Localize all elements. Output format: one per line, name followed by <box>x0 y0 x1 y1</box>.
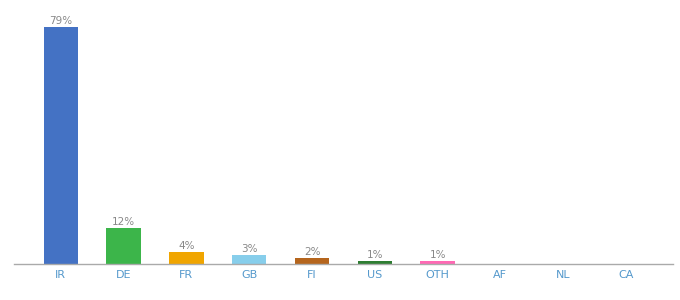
Text: 79%: 79% <box>49 16 72 26</box>
Text: 4%: 4% <box>178 241 194 251</box>
Text: 2%: 2% <box>304 247 320 257</box>
Bar <box>106 228 141 264</box>
Bar <box>44 27 78 264</box>
Bar <box>232 255 267 264</box>
Bar <box>358 261 392 264</box>
Text: 1%: 1% <box>367 250 383 260</box>
Text: 12%: 12% <box>112 217 135 227</box>
Text: 1%: 1% <box>429 250 446 260</box>
Text: 3%: 3% <box>241 244 258 254</box>
Bar <box>294 258 329 264</box>
Bar <box>420 261 455 264</box>
Bar <box>169 252 204 264</box>
